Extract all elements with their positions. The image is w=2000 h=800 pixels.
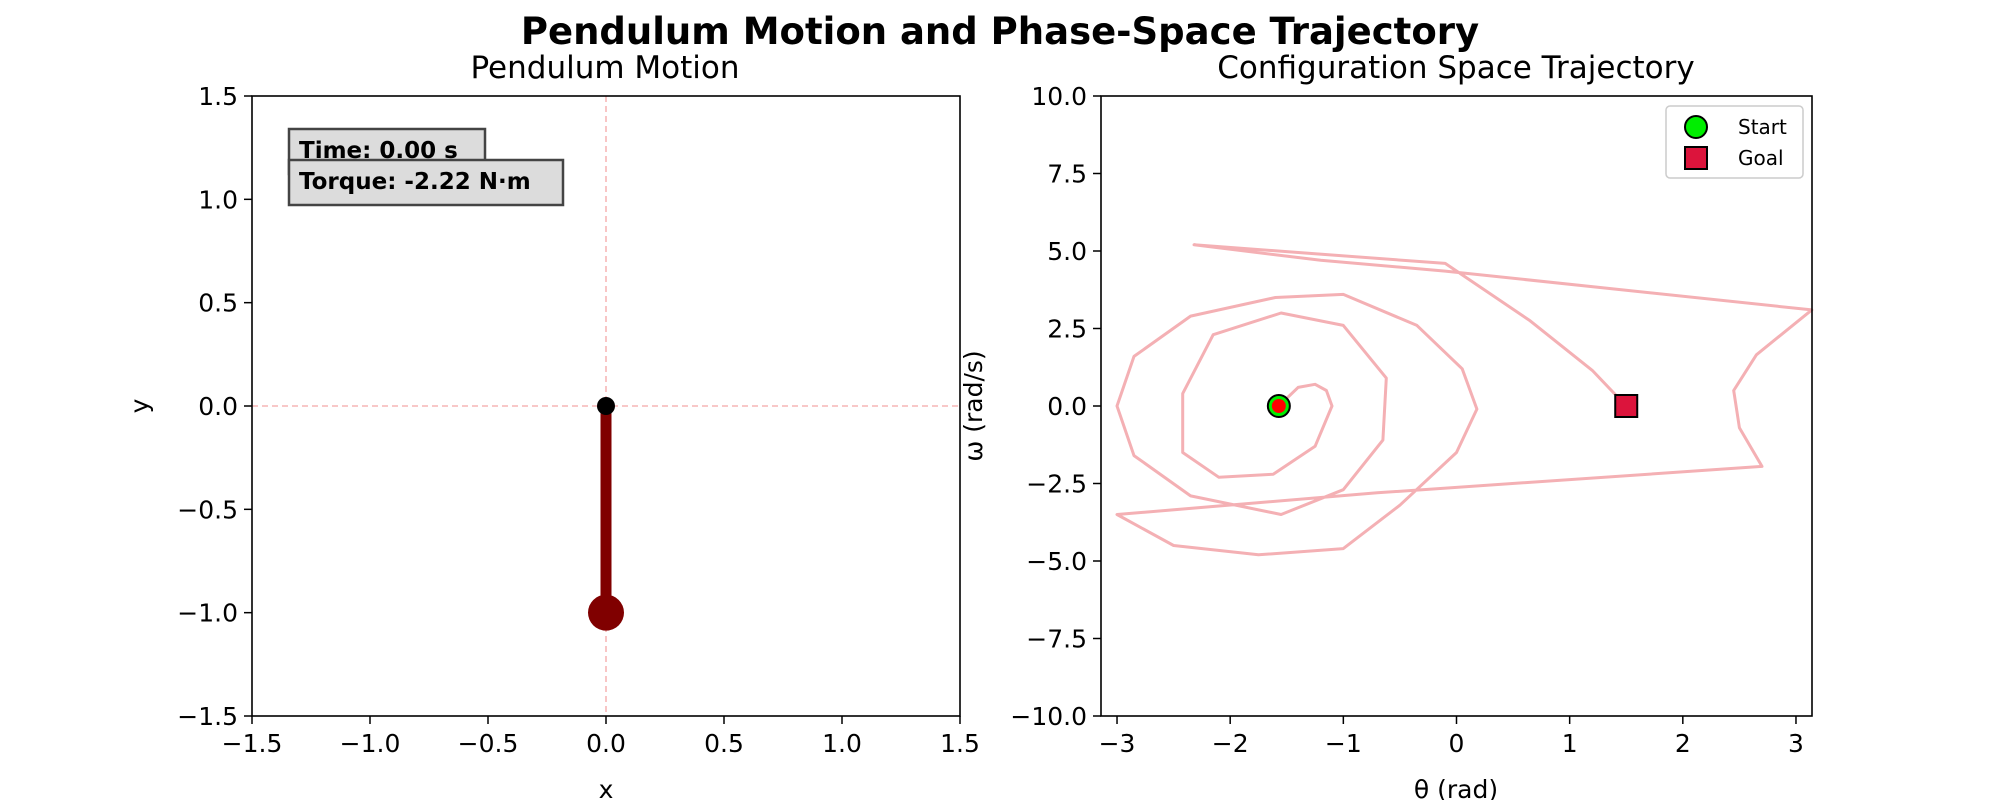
x-tick-label: 2	[1675, 729, 1691, 758]
phase-y-axis-label: ω (rad/s)	[959, 350, 988, 461]
y-tick-label: 0.5	[198, 289, 238, 318]
y-tick-label: 2.5	[1047, 315, 1087, 344]
x-tick-label: 1.5	[940, 729, 980, 758]
trajectory-line	[1115, 243, 1814, 557]
x-tick-label: 3	[1788, 729, 1804, 758]
trajectory-layer	[1115, 243, 1814, 557]
x-tick-label: −1.5	[222, 729, 283, 758]
phase-x-axis-label: θ (rad)	[1414, 775, 1498, 800]
y-tick-label: −1.5	[177, 702, 238, 731]
pendulum-ticks: −1.5 −1.0 −0.5 0.0 0.5 1.0 1.5 1.5 1.0 0.5 0.0 −0.5…	[177, 82, 980, 758]
x-tick-label: 0	[1449, 729, 1465, 758]
pendulum-y-axis-label: y	[125, 398, 154, 413]
legend-start-label: Start	[1738, 115, 1787, 139]
pendulum	[588, 397, 624, 631]
x-tick-label: −0.5	[458, 729, 519, 758]
figure-title: Pendulum Motion and Phase-Space Trajecto…	[521, 10, 1479, 53]
x-tick-label: −1	[1325, 729, 1362, 758]
marker-layer	[1266, 394, 1639, 418]
phase-plot-frame	[1100, 95, 1813, 717]
phase-space-panel: Configuration Space Trajectory −3 −2 −1 0 1 2…	[959, 50, 1814, 800]
pendulum-x-axis-label: x	[599, 775, 614, 800]
x-tick-label: 0.5	[704, 729, 744, 758]
pendulum-pivot	[597, 397, 615, 415]
y-tick-label: 1.5	[198, 82, 238, 111]
goal-marker	[1614, 394, 1639, 418]
pendulum-plot-frame	[251, 95, 961, 717]
legend: Start Goal	[1665, 105, 1804, 179]
legend-goal-label: Goal	[1738, 146, 1784, 170]
x-tick-label: −3	[1099, 729, 1136, 758]
pendulum-panel: Pendulum Motion −1.5 −1.0 −0.5 0.0 0.5 1.0 1.5…	[125, 50, 980, 800]
y-tick-label: 0.0	[1047, 392, 1087, 421]
y-tick-label: −7.5	[1026, 625, 1087, 654]
x-tick-label: 1	[1562, 729, 1578, 758]
phase-ticks: −3 −2 −1 0 1 2 3 10.0 7.5 5.0 2.5 0.0 −2.5 −5.0 −7.5 −1…	[1010, 82, 1804, 758]
y-tick-label: 5.0	[1047, 237, 1087, 266]
y-tick-label: 10.0	[1031, 82, 1087, 111]
x-tick-label: 1.0	[822, 729, 862, 758]
y-tick-label: 1.0	[198, 185, 238, 214]
x-tick-label: −2	[1212, 729, 1249, 758]
y-tick-label: −10.0	[1010, 702, 1087, 731]
info-box: Time: 0.00 s Torque: -2.22 N·m	[287, 127, 565, 207]
y-tick-label: −0.5	[177, 495, 238, 524]
x-tick-label: 0.0	[586, 729, 626, 758]
current-state-marker	[1271, 399, 1286, 413]
y-tick-label: −2.5	[1026, 470, 1087, 499]
y-tick-label: −5.0	[1026, 547, 1087, 576]
y-tick-label: 7.5	[1047, 160, 1087, 189]
phase-panel-title: Configuration Space Trajectory	[1217, 50, 1694, 86]
x-tick-label: −1.0	[340, 729, 401, 758]
legend-start-marker	[1684, 115, 1708, 139]
y-tick-label: −1.0	[177, 599, 238, 628]
torque-box	[287, 158, 565, 207]
pendulum-panel-title: Pendulum Motion	[470, 50, 739, 86]
pendulum-bob	[588, 594, 624, 631]
y-tick-label: 0.0	[198, 392, 238, 421]
legend-goal-marker	[1684, 146, 1708, 170]
torque-label: Torque: -2.22 N·m	[299, 169, 531, 195]
